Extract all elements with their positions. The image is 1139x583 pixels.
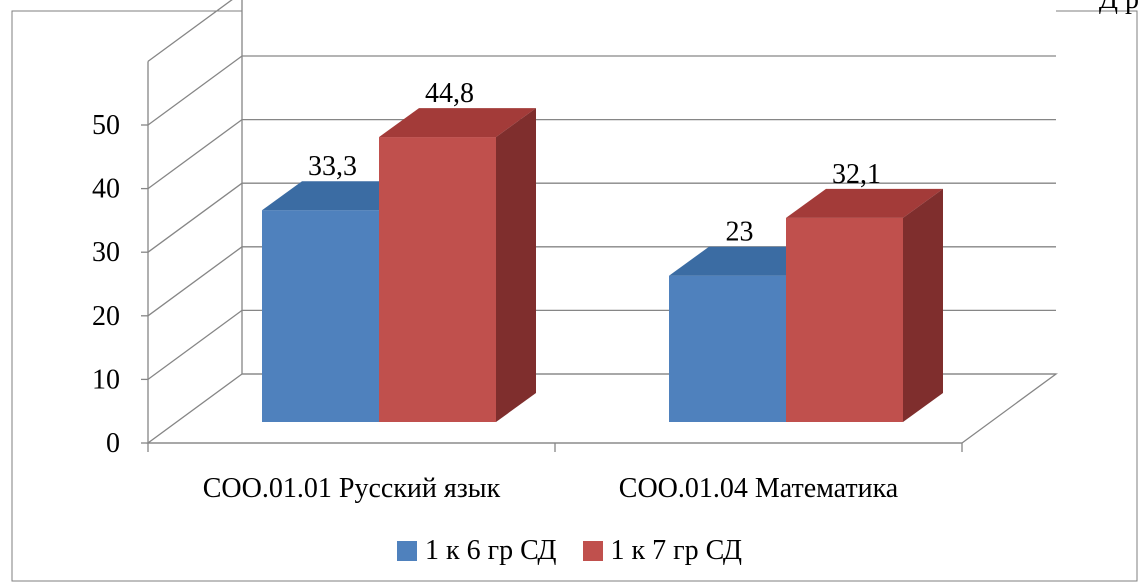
bar-front [379,137,496,422]
bar-top [379,108,536,138]
data-label: 32,1 [832,159,881,190]
corner-text: Д р [1099,0,1139,16]
gridline-side [147,246,243,317]
bar-side [496,108,536,423]
y-tick-label: 20 [92,301,120,332]
legend-swatch-series-2 [582,541,603,561]
legend: 1 к 6 гр СД 1 к 7 гр СД [0,534,1139,568]
y-tick-label: 30 [92,237,120,268]
gridline-side [147,119,243,190]
x-tick-label: СОО.01.01 Русский язык [203,473,501,504]
gridline-side [147,55,243,126]
y-tick-label: 50 [92,110,120,141]
gridline-side [147,182,243,253]
y-tick-label: 40 [92,174,120,205]
y-tick-label: 10 [92,364,120,395]
bar-front [786,217,903,422]
bar-front [669,275,786,422]
legend-label-series-2: 1 к 7 гр СД [610,535,742,566]
legend-label-series-1: 1 к 6 гр СД [425,535,557,566]
x-tick-label: СОО.01.04 Математика [619,473,899,504]
data-label: 33,3 [308,151,357,182]
data-label: 44,8 [425,78,474,109]
legend-swatch-series-1 [397,541,418,561]
gridline-side [147,309,243,380]
legend-item-series-2: 1 к 7 гр СД [582,535,742,567]
y-tick-label: 0 [106,428,120,459]
bar-front [262,210,379,422]
bar-side [903,188,943,422]
data-label: 23 [726,217,754,248]
legend-item-series-1: 1 к 6 гр СД [397,535,557,567]
bar-top [786,188,943,218]
gridline-side [147,0,233,62]
